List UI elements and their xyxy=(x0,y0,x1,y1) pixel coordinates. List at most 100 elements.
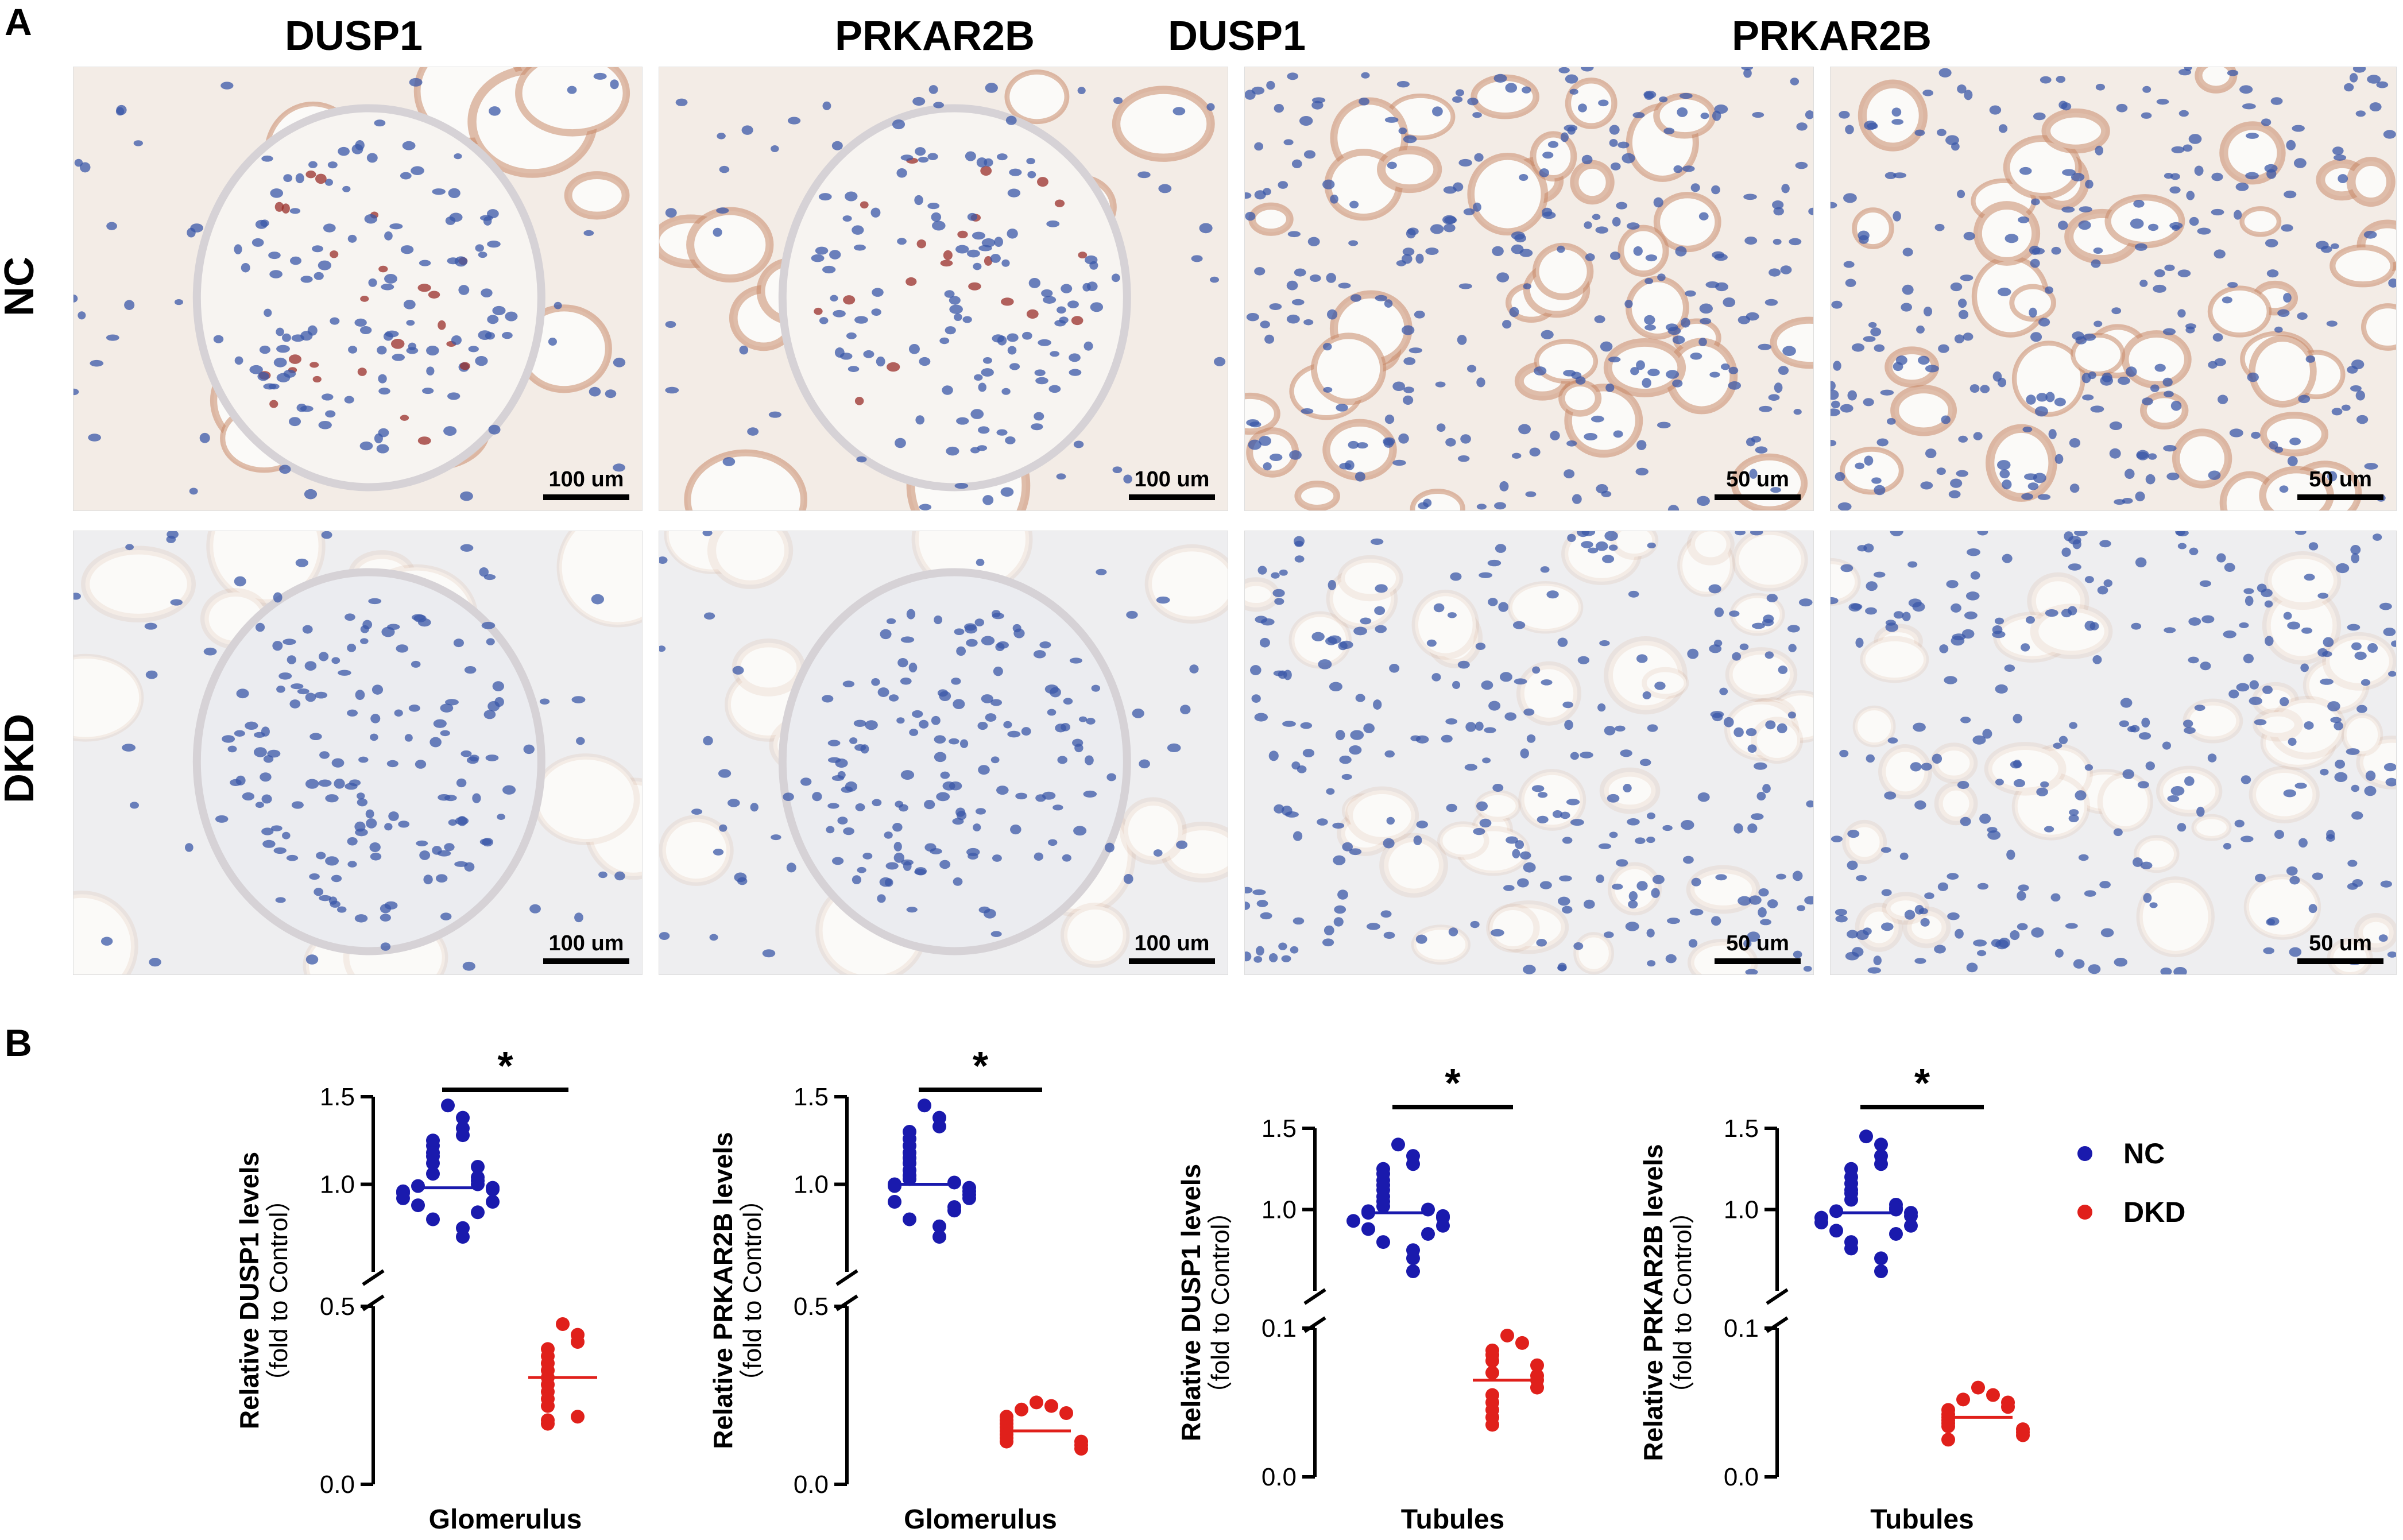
data-point-nc xyxy=(1874,1157,1888,1171)
data-point-dkd xyxy=(1044,1399,1058,1413)
scale-bar: 50 um xyxy=(1715,467,1801,500)
data-point-nc xyxy=(1406,1264,1420,1279)
scale-bar: 100 um xyxy=(1129,467,1215,500)
y-axis-label-sub: （fold to Control） xyxy=(1206,1199,1235,1407)
data-point-nc xyxy=(486,1182,500,1197)
data-point-nc xyxy=(471,1160,485,1174)
scale-bar-label: 50 um xyxy=(1726,467,1789,492)
data-point-dkd xyxy=(1015,1402,1028,1417)
legend-item-dkd: DKD xyxy=(2077,1195,2185,1229)
y-axis-label-sub: （fold to Control） xyxy=(738,1187,767,1395)
column-header-dusp1-tubules: DUSP1 xyxy=(1167,13,1306,59)
y-axis-label: Relative PRKAR2B levels xyxy=(708,1132,738,1449)
data-point-nc xyxy=(947,1175,961,1190)
micrograph-dkd-prkar2b-glomerulus: 100 um xyxy=(659,531,1228,975)
micrograph-nc-dusp1-glomerulus: 100 um xyxy=(73,67,643,511)
data-point-nc xyxy=(1889,1202,1903,1217)
data-point-nc xyxy=(1904,1218,1918,1233)
scale-bar-line xyxy=(543,958,629,964)
data-point-dkd xyxy=(1485,1353,1499,1368)
data-point-nc xyxy=(1391,1137,1405,1152)
data-point-nc xyxy=(1874,1264,1888,1279)
scale-bar-label: 50 um xyxy=(2309,931,2372,955)
data-point-dkd xyxy=(1059,1406,1073,1420)
axis-break-mark xyxy=(1766,1288,1789,1305)
y-axis-label: Relative PRKAR2B levels xyxy=(1638,1144,1668,1461)
scale-bar-label: 100 um xyxy=(1134,467,1210,492)
data-point-nc xyxy=(918,1098,931,1113)
micrograph-dkd-dusp1-tubules: 50 um xyxy=(1244,531,1814,975)
data-point-nc xyxy=(932,1119,946,1133)
scale-bar-label: 100 um xyxy=(1134,931,1210,955)
data-point-nc xyxy=(1904,1209,1918,1223)
data-point-nc xyxy=(1874,1137,1888,1152)
data-point-nc xyxy=(903,1172,916,1186)
micrograph-nc-prkar2b-glomerulus: 100 um xyxy=(659,67,1228,511)
y-tick-label: 0.0 xyxy=(1262,1463,1297,1491)
data-point-dkd xyxy=(1074,1442,1088,1456)
legend: NC DKD xyxy=(2077,1137,2185,1254)
data-point-nc xyxy=(1889,1226,1903,1241)
legend-label-nc: NC xyxy=(2123,1137,2165,1170)
data-point-dkd xyxy=(1000,1434,1013,1449)
legend-dot-dkd-icon xyxy=(2077,1205,2092,1220)
y-tick-label: 0.0 xyxy=(1724,1463,1759,1491)
legend-dot-nc-icon xyxy=(2077,1146,2092,1161)
data-point-nc xyxy=(1814,1216,1828,1230)
data-point-dkd xyxy=(571,1335,585,1349)
data-point-nc xyxy=(1406,1251,1420,1266)
data-point-nc xyxy=(456,1110,470,1125)
data-point-nc xyxy=(888,1195,901,1209)
x-axis-label: Glomerulus xyxy=(904,1504,1057,1535)
micrograph-dkd-dusp1-glomerulus: 100 um xyxy=(73,531,643,975)
column-header-prkar2b-tubules: PRKAR2B xyxy=(1731,13,1932,59)
data-point-nc xyxy=(1376,1199,1390,1213)
data-point-dkd xyxy=(556,1317,570,1331)
y-tick-label: 1.5 xyxy=(794,1083,829,1111)
y-tick-label: 0.5 xyxy=(794,1293,829,1321)
data-point-nc xyxy=(441,1098,455,1113)
y-tick-label: 0.5 xyxy=(320,1293,355,1321)
data-point-nc xyxy=(411,1179,425,1193)
scale-bar-label: 100 um xyxy=(548,931,624,955)
y-tick-label: 0.1 xyxy=(1724,1314,1759,1342)
data-point-nc xyxy=(1829,1224,1843,1238)
y-tick-label: 0.1 xyxy=(1262,1314,1297,1342)
data-point-nc xyxy=(1421,1226,1435,1241)
data-point-dkd xyxy=(2001,1400,2015,1414)
data-point-nc xyxy=(456,1230,470,1244)
scale-bar-label: 50 um xyxy=(2309,467,2372,492)
data-point-nc xyxy=(426,1212,440,1226)
data-point-nc xyxy=(962,1191,976,1205)
data-point-dkd xyxy=(1485,1365,1499,1380)
data-point-dkd xyxy=(1971,1380,1985,1395)
y-axis-label: Relative DUSP1 levels xyxy=(1176,1164,1206,1441)
data-point-nc xyxy=(426,1156,440,1170)
data-point-dkd xyxy=(1485,1418,1499,1432)
scale-bar-label: 50 um xyxy=(1726,931,1789,955)
data-point-nc xyxy=(1346,1214,1360,1228)
data-point-nc xyxy=(1844,1241,1858,1256)
legend-label-dkd: DKD xyxy=(2123,1196,2186,1228)
data-point-dkd xyxy=(1530,1358,1544,1372)
x-axis-label: Tubules xyxy=(1401,1504,1504,1535)
data-point-nc xyxy=(456,1128,470,1143)
y-tick-label: 1.5 xyxy=(1262,1115,1297,1143)
axis-break-mark xyxy=(1303,1288,1326,1305)
scale-bar: 100 um xyxy=(1129,931,1215,964)
scale-bar-line xyxy=(543,494,629,500)
data-point-nc xyxy=(1859,1129,1873,1144)
data-point-nc xyxy=(471,1205,485,1220)
scale-bar: 50 um xyxy=(1715,931,1801,964)
axis-break-mark xyxy=(362,1269,385,1286)
data-point-dkd xyxy=(1956,1392,1970,1407)
data-point-dkd xyxy=(1941,1419,1955,1433)
data-point-dkd xyxy=(571,1410,585,1424)
panel-label-b: B xyxy=(5,1021,32,1064)
y-axis-label: Relative DUSP1 levels xyxy=(234,1152,264,1429)
scale-bar: 100 um xyxy=(543,931,629,964)
data-point-dkd xyxy=(1986,1388,2000,1402)
scale-bar-line xyxy=(1129,958,1215,964)
data-point-dkd xyxy=(541,1417,555,1431)
